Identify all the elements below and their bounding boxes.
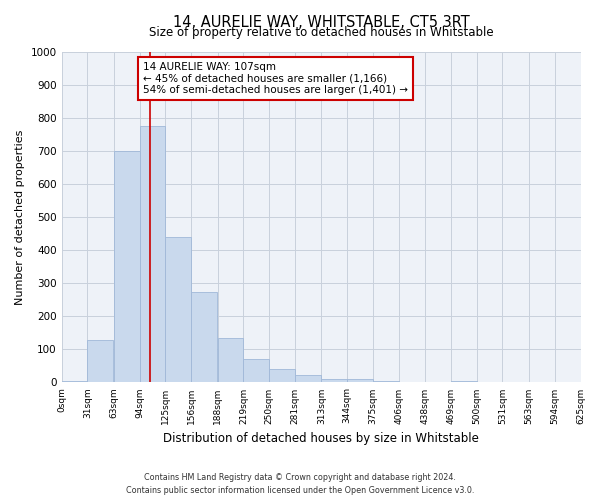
Text: Size of property relative to detached houses in Whitstable: Size of property relative to detached ho… [149,26,493,39]
Bar [269,369,295,382]
Bar [191,292,217,382]
X-axis label: Distribution of detached houses by size in Whitstable: Distribution of detached houses by size … [163,432,479,445]
Bar [218,338,244,382]
Bar [244,360,269,382]
Bar [62,381,87,382]
Bar [166,237,191,382]
Bar [322,379,347,382]
Bar [347,379,373,382]
Bar [295,375,320,382]
Text: 14 AURELIE WAY: 107sqm
← 45% of detached houses are smaller (1,166)
54% of semi-: 14 AURELIE WAY: 107sqm ← 45% of detached… [143,62,408,95]
Text: Contains HM Land Registry data © Crown copyright and database right 2024.
Contai: Contains HM Land Registry data © Crown c… [126,474,474,495]
Bar [373,381,398,382]
Bar [114,151,140,382]
Bar [451,381,477,382]
Bar [87,340,113,382]
Y-axis label: Number of detached properties: Number of detached properties [15,130,25,305]
Title: 14, AURELIE WAY, WHITSTABLE, CT5 3RT: 14, AURELIE WAY, WHITSTABLE, CT5 3RT [173,15,469,30]
Bar [140,126,166,382]
